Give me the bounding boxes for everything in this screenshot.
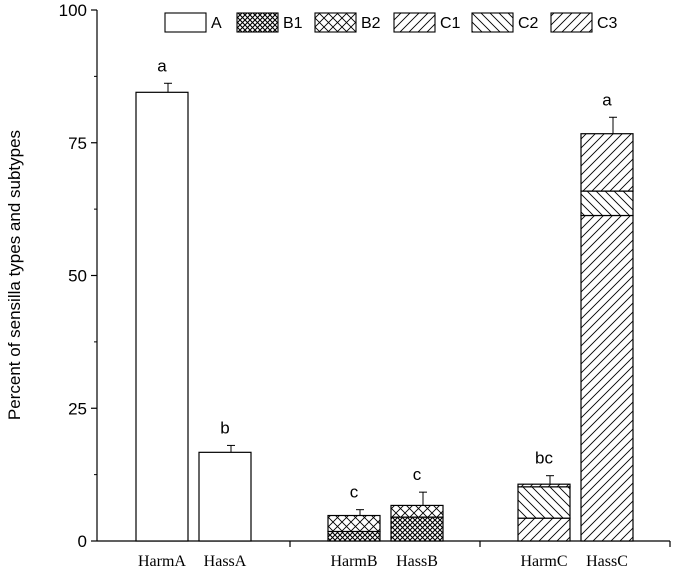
legend-label-C2: C2 — [518, 15, 539, 32]
legend-label-A: A — [211, 15, 222, 32]
bar-segment-C1 — [580, 214, 634, 542]
bar-segment-B2 — [327, 514, 381, 533]
y-axis: 0 25 50 75 100 — [59, 1, 98, 551]
legend-swatch-A — [164, 12, 207, 33]
significance-letter: b — [220, 418, 229, 437]
y-tick-label: 0 — [78, 532, 87, 551]
legend-swatch-C2 — [471, 12, 514, 33]
x-category-label: HassA — [204, 553, 247, 570]
y-tick-label: 75 — [68, 134, 87, 153]
legend: A B1 B2 C1 C2 C3 — [164, 12, 618, 33]
legend-label-C1: C1 — [440, 15, 461, 32]
bar-segment-C1 — [517, 517, 571, 542]
x-category-label: HassC — [586, 553, 628, 570]
legend-swatch-B1 — [236, 12, 279, 33]
bar-segment-B1 — [327, 530, 381, 542]
bar-segment-C3 — [580, 133, 634, 192]
significance-letter: a — [157, 56, 167, 75]
legend-swatch-B2 — [314, 12, 357, 33]
bar-segment-A — [198, 451, 252, 542]
bar-segment-B2 — [390, 504, 444, 518]
y-tick-label: 50 — [68, 267, 87, 286]
x-category-label: HassB — [396, 553, 438, 570]
significance-letter: c — [413, 465, 422, 484]
error-bars — [164, 82, 617, 516]
y-tick-label: 25 — [68, 399, 87, 418]
x-category-label: HarmB — [330, 553, 377, 570]
bar-segment-B1 — [390, 516, 444, 542]
x-category-label: HarmA — [138, 553, 186, 570]
legend-swatch-C3 — [550, 12, 593, 33]
significance-letter: c — [350, 483, 359, 502]
x-category-label: HarmC — [520, 553, 567, 570]
x-axis: HarmA HassA HarmB HassB HarmC HassC — [97, 540, 671, 570]
significance-letter: bc — [535, 449, 553, 468]
bar-segment-C2 — [580, 190, 634, 217]
legend-label-C3: C3 — [597, 15, 618, 32]
y-axis-title: Percent of sensilla types and subtypes — [5, 130, 24, 420]
y-tick-label: 100 — [59, 1, 87, 20]
bar-segment-A — [135, 91, 189, 542]
significance-letter: a — [602, 90, 612, 109]
bars — [135, 91, 634, 542]
legend-swatch-C1 — [393, 12, 436, 33]
bar-segment-C2 — [517, 486, 571, 519]
legend-label-B1: B1 — [283, 15, 303, 32]
bar-segment-C3 — [517, 483, 571, 488]
legend-label-B2: B2 — [361, 15, 381, 32]
